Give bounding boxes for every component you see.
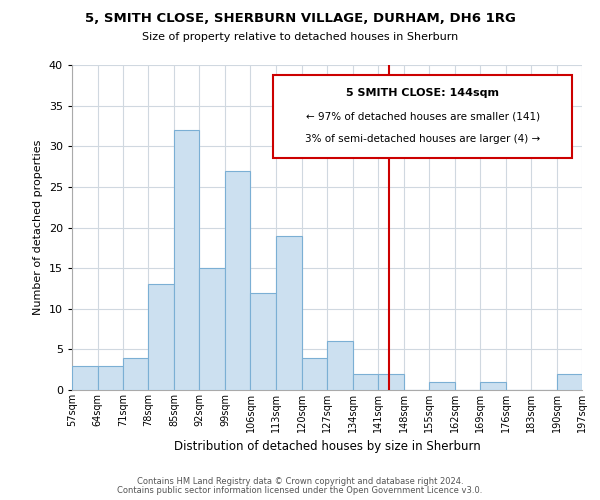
Bar	[557, 374, 582, 390]
Bar	[327, 341, 353, 390]
Bar	[251, 292, 276, 390]
Text: 5, SMITH CLOSE, SHERBURN VILLAGE, DURHAM, DH6 1RG: 5, SMITH CLOSE, SHERBURN VILLAGE, DURHAM…	[85, 12, 515, 26]
Bar	[97, 366, 123, 390]
Text: Size of property relative to detached houses in Sherburn: Size of property relative to detached ho…	[142, 32, 458, 42]
Bar	[199, 268, 225, 390]
Text: 3% of semi-detached houses are larger (4) →: 3% of semi-detached houses are larger (4…	[305, 134, 540, 144]
Y-axis label: Number of detached properties: Number of detached properties	[33, 140, 43, 315]
Bar	[302, 358, 327, 390]
Bar	[480, 382, 505, 390]
X-axis label: Distribution of detached houses by size in Sherburn: Distribution of detached houses by size …	[173, 440, 481, 454]
Bar	[276, 236, 302, 390]
Bar	[378, 374, 404, 390]
Text: ← 97% of detached houses are smaller (141): ← 97% of detached houses are smaller (14…	[305, 111, 539, 121]
Text: 5 SMITH CLOSE: 144sqm: 5 SMITH CLOSE: 144sqm	[346, 88, 499, 98]
Bar	[174, 130, 199, 390]
Text: Contains HM Land Registry data © Crown copyright and database right 2024.: Contains HM Land Registry data © Crown c…	[137, 477, 463, 486]
Bar	[353, 374, 378, 390]
FancyBboxPatch shape	[274, 74, 572, 158]
Bar	[123, 358, 148, 390]
Bar	[429, 382, 455, 390]
Bar	[148, 284, 174, 390]
Text: Contains public sector information licensed under the Open Government Licence v3: Contains public sector information licen…	[118, 486, 482, 495]
Bar	[72, 366, 97, 390]
Bar	[225, 170, 251, 390]
